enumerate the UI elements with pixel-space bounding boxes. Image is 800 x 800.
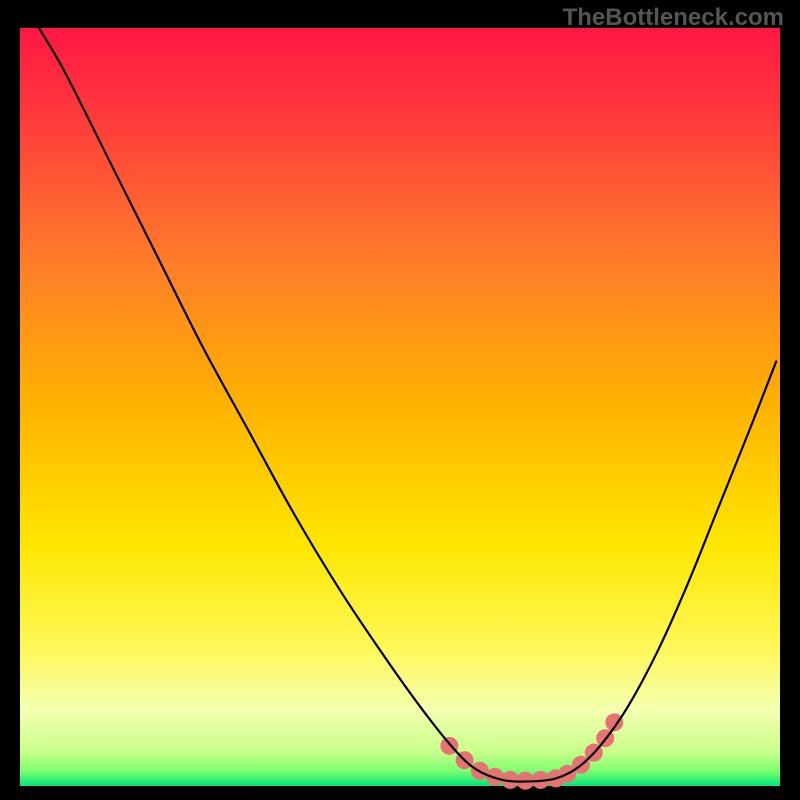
- chart-stage: TheBottleneck.com: [0, 0, 800, 800]
- gradient-background: [20, 28, 780, 786]
- watermark-text: TheBottleneck.com: [563, 4, 784, 32]
- heatmap-curve-chart: [0, 0, 800, 800]
